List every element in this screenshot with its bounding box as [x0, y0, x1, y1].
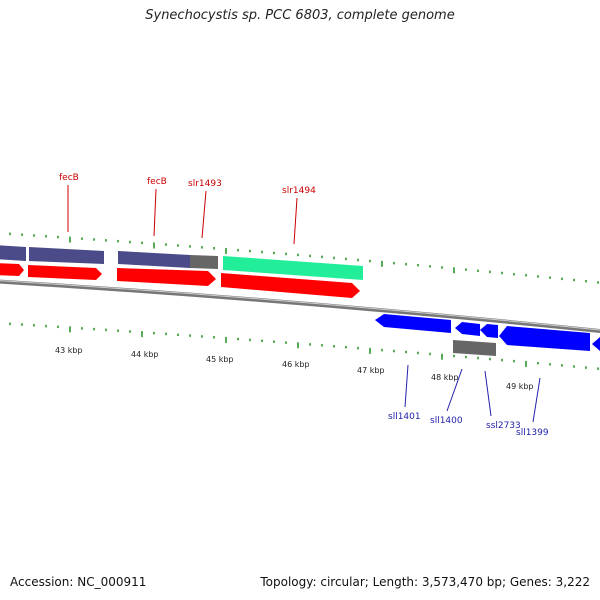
forward-gene-labels: fecB fecB slr1493 slr1494	[59, 173, 316, 245]
kbp-label: 45 kbp	[206, 355, 234, 364]
map-title: Synechocystis sp. PCC 6803, complete gen…	[145, 8, 455, 23]
gene-label[interactable]: fecB	[147, 177, 167, 187]
kbp-label: 48 kbp	[431, 373, 459, 382]
kbp-label: 44 kbp	[131, 350, 159, 359]
gene-label[interactable]: slr1494	[282, 186, 316, 196]
label-leader	[484, 370, 492, 417]
upper-tick-row	[9, 232, 599, 284]
gene-block[interactable]	[118, 251, 190, 268]
cds-arrow[interactable]	[117, 268, 216, 286]
kbp-label: 43 kbp	[55, 346, 83, 355]
gene-label[interactable]: sll1401	[388, 412, 421, 422]
gene-label[interactable]: slr1493	[188, 179, 222, 189]
label-leader	[532, 377, 541, 423]
cds-arrow[interactable]	[221, 273, 360, 298]
label-leader	[153, 188, 157, 237]
genome-summary-text: Topology: circular; Length: 3,573,470 bp…	[260, 575, 590, 589]
cds-arrow-reverse[interactable]	[499, 326, 590, 351]
label-leader	[201, 190, 207, 239]
cds-arrow-reverse[interactable]	[375, 314, 451, 333]
gene-label[interactable]: sll1399	[516, 428, 549, 438]
cds-arrow-reverse[interactable]	[480, 324, 498, 338]
gene-block[interactable]	[0, 245, 26, 261]
lower-tick-row	[9, 322, 599, 370]
upper-gene-track	[0, 245, 363, 280]
label-leader	[293, 197, 298, 245]
forward-cds-track	[0, 263, 360, 298]
accession-text: Accession: NC_000911	[10, 575, 147, 589]
reverse-gene-labels: sll1401 sll1400 ssl2733 sll1399	[388, 364, 549, 438]
gene-block[interactable]	[453, 340, 496, 356]
genome-backbone-highlight	[0, 280, 600, 331]
cds-arrow[interactable]	[0, 263, 24, 276]
gene-block[interactable]	[190, 255, 218, 269]
kbp-label: 47 kbp	[357, 366, 385, 375]
genome-backbone	[0, 279, 600, 333]
gene-block[interactable]	[29, 247, 104, 264]
label-leader	[446, 368, 463, 412]
kbp-labels: 43 kbp 44 kbp 45 kbp 46 kbp 47 kbp 48 kb…	[55, 346, 534, 391]
kbp-label: 46 kbp	[282, 360, 310, 369]
cds-arrow[interactable]	[28, 265, 102, 280]
cds-arrow-reverse[interactable]	[455, 322, 480, 336]
cds-arrow-reverse[interactable]	[592, 337, 600, 352]
kbp-label: 49 kbp	[506, 382, 534, 391]
gene-label[interactable]: fecB	[59, 173, 79, 183]
label-leader	[404, 364, 409, 408]
gene-label[interactable]: sll1400	[430, 416, 463, 426]
reverse-cds-track	[375, 314, 600, 356]
gene-block[interactable]	[223, 256, 363, 280]
gene-label[interactable]: ssl2733	[486, 421, 521, 431]
